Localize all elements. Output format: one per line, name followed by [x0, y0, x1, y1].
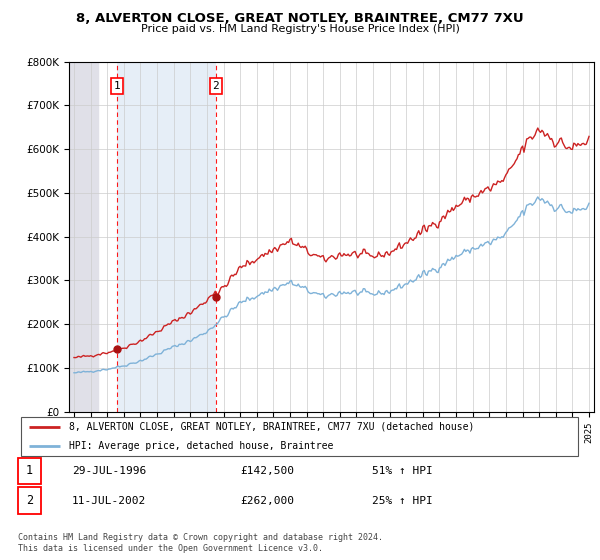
- Text: 1: 1: [26, 464, 33, 478]
- Text: 11-JUL-2002: 11-JUL-2002: [72, 496, 146, 506]
- Bar: [116, 62, 216, 412]
- Text: 25% ↑ HPI: 25% ↑ HPI: [372, 496, 433, 506]
- Text: 2: 2: [212, 81, 219, 91]
- Text: 8, ALVERTON CLOSE, GREAT NOTLEY, BRAINTREE, CM77 7XU (detached house): 8, ALVERTON CLOSE, GREAT NOTLEY, BRAINTR…: [69, 422, 474, 432]
- FancyBboxPatch shape: [21, 417, 578, 456]
- Text: 2: 2: [26, 494, 33, 507]
- Text: HPI: Average price, detached house, Braintree: HPI: Average price, detached house, Brai…: [69, 441, 333, 450]
- Text: Contains HM Land Registry data © Crown copyright and database right 2024.
This d: Contains HM Land Registry data © Crown c…: [18, 533, 383, 553]
- Text: £262,000: £262,000: [240, 496, 294, 506]
- Text: 8, ALVERTON CLOSE, GREAT NOTLEY, BRAINTREE, CM77 7XU: 8, ALVERTON CLOSE, GREAT NOTLEY, BRAINTR…: [76, 12, 524, 25]
- Text: 29-JUL-1996: 29-JUL-1996: [72, 466, 146, 476]
- Text: £142,500: £142,500: [240, 466, 294, 476]
- Bar: [69, 62, 99, 412]
- Text: 1: 1: [113, 81, 120, 91]
- Text: 51% ↑ HPI: 51% ↑ HPI: [372, 466, 433, 476]
- Text: Price paid vs. HM Land Registry's House Price Index (HPI): Price paid vs. HM Land Registry's House …: [140, 24, 460, 34]
